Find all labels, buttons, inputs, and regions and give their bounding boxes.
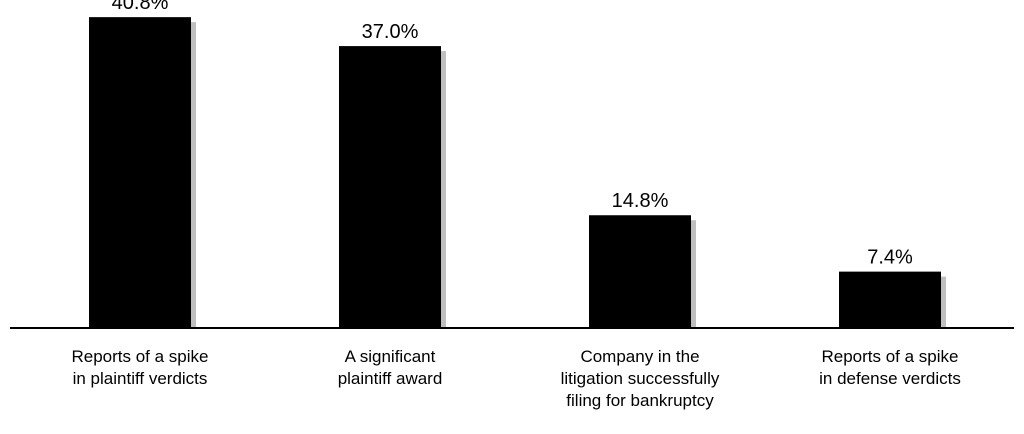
category-label-line: litigation successfully (561, 369, 720, 388)
category-label-3: Company in the litigation successfully fil… (561, 347, 720, 410)
category-label-line: filing for bankruptcy (566, 391, 714, 410)
category-label-line: Reports of a spike (71, 347, 208, 366)
category-label-line: A significant (345, 347, 436, 366)
bar-1 (89, 17, 191, 329)
bars-layer (89, 17, 946, 329)
data-label-2: 37.0% (362, 21, 419, 43)
bar-3 (589, 215, 691, 328)
labels-layer: 40.8% Reports of a spike in plaintiff verd… (71, 0, 960, 410)
data-label-3: 14.8% (612, 190, 669, 212)
category-label-line: in plaintiff verdicts (73, 369, 208, 388)
category-label-line: Reports of a spike (821, 347, 958, 366)
data-label-4: 7.4% (867, 247, 913, 269)
data-label-1: 40.8% (112, 0, 169, 14)
category-label-line: Company in the (580, 347, 699, 366)
category-label-1: Reports of a spike in plaintiff verdicts (71, 347, 208, 388)
category-label-line: in defense verdicts (819, 369, 961, 388)
category-label-2: A significant plaintiff award (338, 347, 443, 388)
category-label-line: plaintiff award (338, 369, 443, 388)
category-label-4: Reports of a spike in defense verdicts (819, 347, 961, 388)
bar-2 (339, 46, 441, 328)
bar-4 (839, 271, 941, 328)
